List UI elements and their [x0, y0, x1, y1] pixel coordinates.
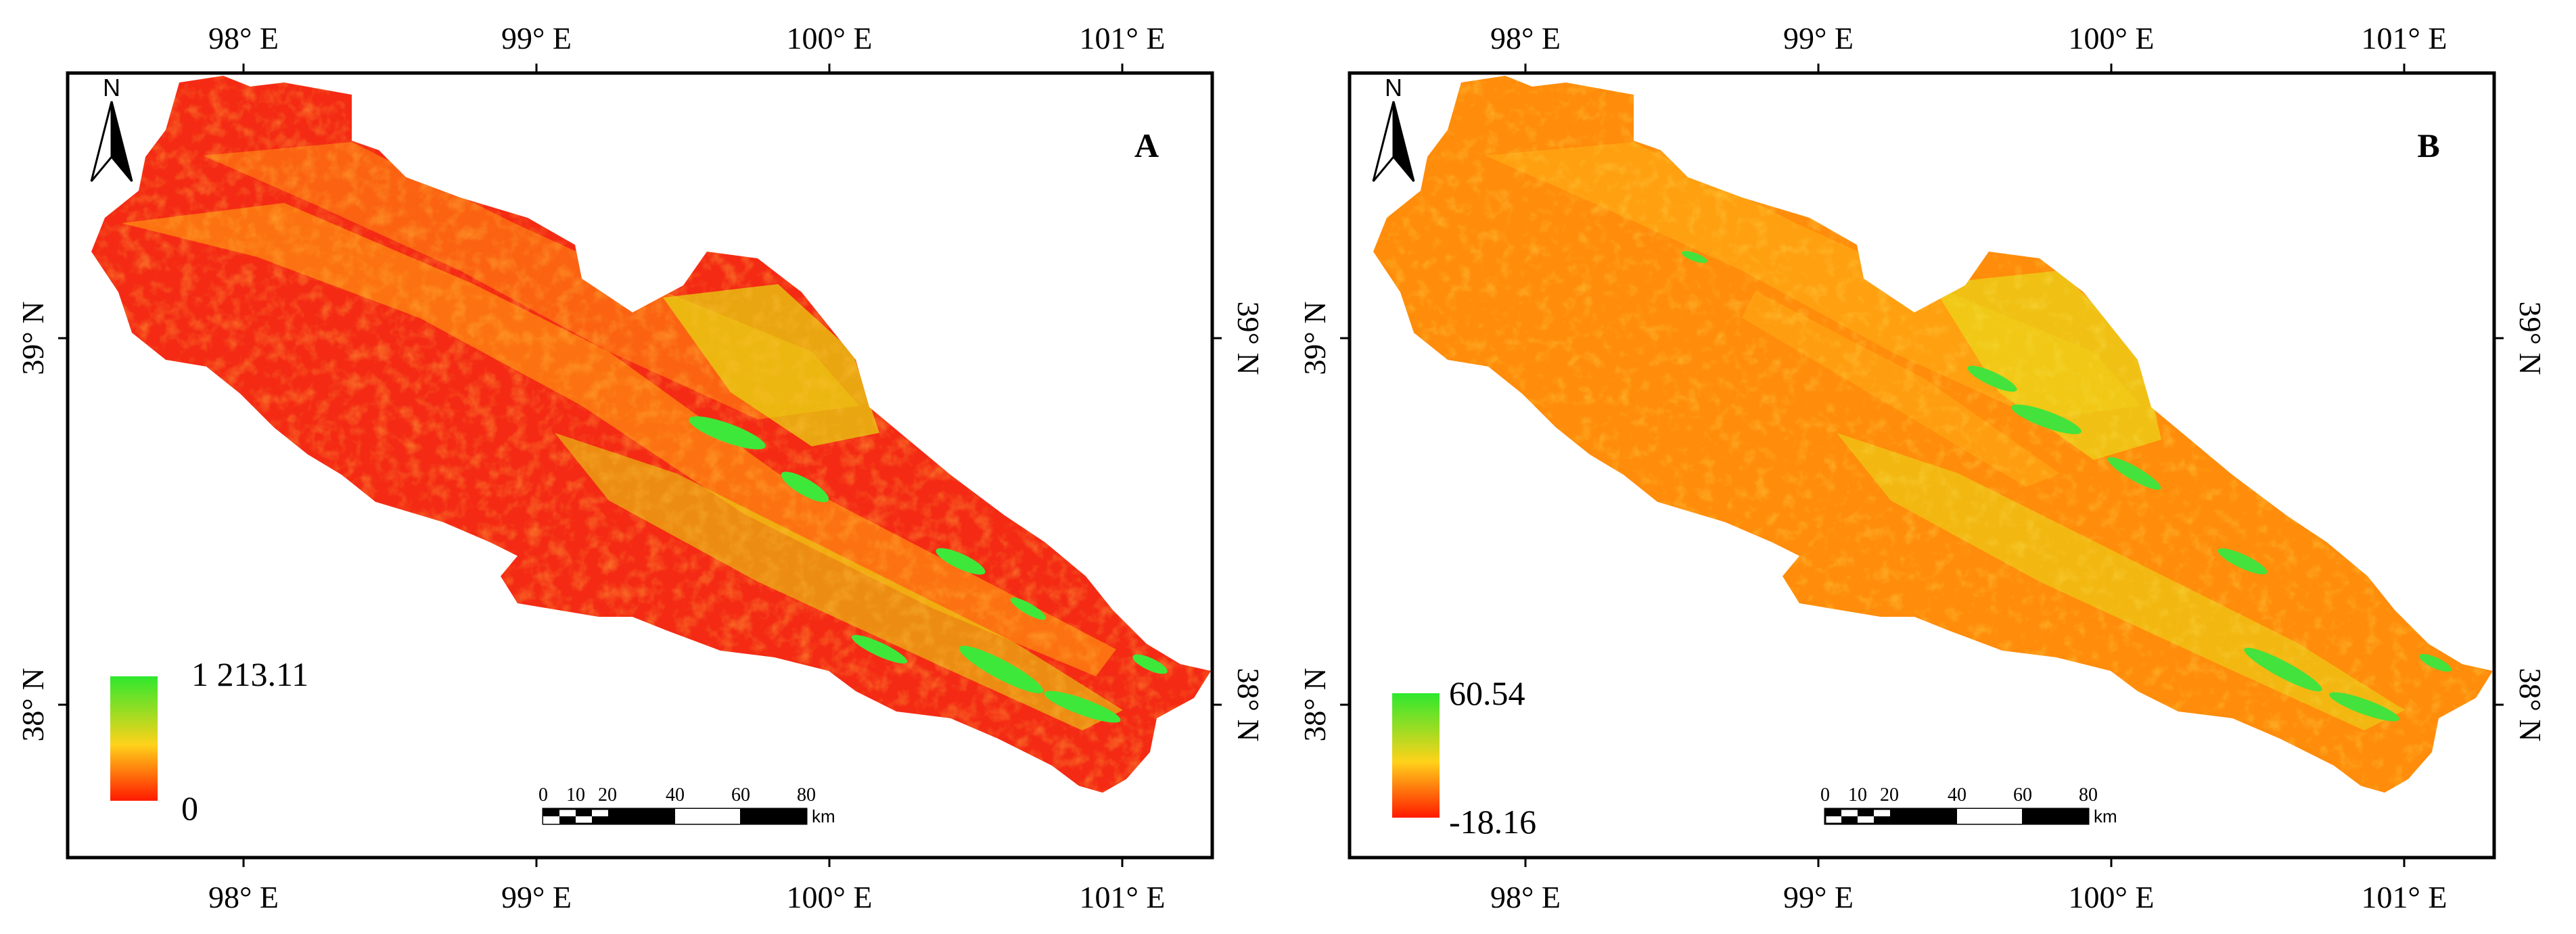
bottom-axis-label: 100° E: [2069, 880, 2155, 914]
scale-tick-label: 0: [1820, 785, 1830, 805]
bottom-axis-label: 99° E: [1783, 880, 1854, 914]
scale-tick-label: 60: [2013, 785, 2032, 805]
legend-gradient-bar: [1392, 693, 1440, 818]
legend-min-label: 0: [181, 789, 198, 827]
top-axis-label: 100° E: [787, 21, 873, 55]
scale-tick-label: 40: [1948, 785, 1967, 805]
bottom-axis-labels: 98° E 99° E 100° E 101° E: [1490, 880, 2447, 914]
bottom-axis-label: 101° E: [2362, 880, 2447, 914]
top-axis-label: 99° E: [1783, 21, 1854, 55]
graticule-ticks: [58, 64, 1222, 867]
map-panel-a: 98° E 99° E 100° E 101° E 98° E 99° E 10…: [0, 0, 1285, 934]
right-axis-labels: 39° N 38° N: [1231, 301, 1266, 741]
map-b-svg: 98° E 99° E 100° E 101° E 98° E 99° E 10…: [1297, 21, 2548, 914]
top-axis-label: 98° E: [1490, 21, 1561, 55]
scale-bar: 0 10 20 40 60 80 km: [538, 785, 835, 826]
map-panel-b: 98° E 99° E 100° E 101° E 98° E 99° E 10…: [1282, 0, 2567, 934]
bottom-axis-label: 98° E: [1490, 880, 1561, 914]
scale-tick-label: 10: [566, 785, 585, 805]
bottom-axis-label: 101° E: [1080, 880, 1166, 914]
north-arrow-icon: N: [90, 74, 133, 182]
scale-unit-label: km: [2094, 806, 2117, 826]
top-axis-label: 101° E: [1080, 21, 1166, 55]
panel-label: A: [1134, 126, 1159, 164]
panel-label: B: [2417, 126, 2439, 164]
scale-tick-label: 20: [598, 785, 617, 805]
color-legend: 1 213.11 0: [110, 655, 308, 827]
top-axis-labels: 98° E 99° E 100° E 101° E: [208, 21, 1166, 55]
north-arrow-icon: N: [1372, 74, 1415, 182]
left-axis-label: 38° N: [1297, 668, 1332, 741]
right-axis-label: 39° N: [1231, 301, 1266, 375]
top-axis-label: 98° E: [208, 21, 279, 55]
left-axis-label: 38° N: [16, 668, 50, 741]
scale-tick-label: 20: [1880, 785, 1899, 805]
bottom-axis-label: 98° E: [208, 880, 279, 914]
bottom-axis-labels: 98° E 99° E 100° E 101° E: [208, 880, 1166, 914]
left-axis-label: 39° N: [1297, 301, 1332, 375]
scale-unit-label: km: [812, 806, 835, 826]
right-axis-label: 39° N: [2513, 301, 2548, 375]
scale-tick-label: 80: [2079, 785, 2098, 805]
bottom-axis-label: 99° E: [501, 880, 572, 914]
map-a-svg: 98° E 99° E 100° E 101° E 98° E 99° E 10…: [16, 21, 1266, 914]
top-axis-label: 100° E: [2069, 21, 2155, 55]
legend-max-label: 1 213.11: [191, 655, 308, 693]
legend-max-label: 60.54: [1449, 674, 1525, 712]
graticule-ticks: [1340, 64, 2504, 867]
scale-bar: 0 10 20 40 60 80 km: [1820, 785, 2117, 826]
right-axis-label: 38° N: [1231, 668, 1266, 741]
top-axis-label: 99° E: [501, 21, 572, 55]
top-axis-label: 101° E: [2362, 21, 2447, 55]
scale-tick-label: 0: [538, 785, 548, 805]
right-axis-label: 38° N: [2513, 668, 2548, 741]
scale-tick-label: 80: [797, 785, 816, 805]
scale-tick-label: 10: [1848, 785, 1867, 805]
north-label: N: [103, 74, 120, 101]
left-axis-label: 39° N: [16, 301, 50, 375]
left-axis-labels: 39° N 38° N: [16, 301, 50, 741]
north-label: N: [1385, 74, 1402, 101]
right-axis-labels: 39° N 38° N: [2513, 301, 2548, 741]
legend-gradient-bar: [110, 676, 158, 801]
color-legend: 60.54 -18.16: [1392, 674, 1536, 841]
left-axis-labels: 39° N 38° N: [1297, 301, 1332, 741]
top-axis-labels: 98° E 99° E 100° E 101° E: [1490, 21, 2447, 55]
legend-min-label: -18.16: [1449, 803, 1536, 841]
scale-tick-label: 60: [731, 785, 750, 805]
scale-tick-label: 40: [666, 785, 685, 805]
bottom-axis-label: 100° E: [787, 880, 873, 914]
